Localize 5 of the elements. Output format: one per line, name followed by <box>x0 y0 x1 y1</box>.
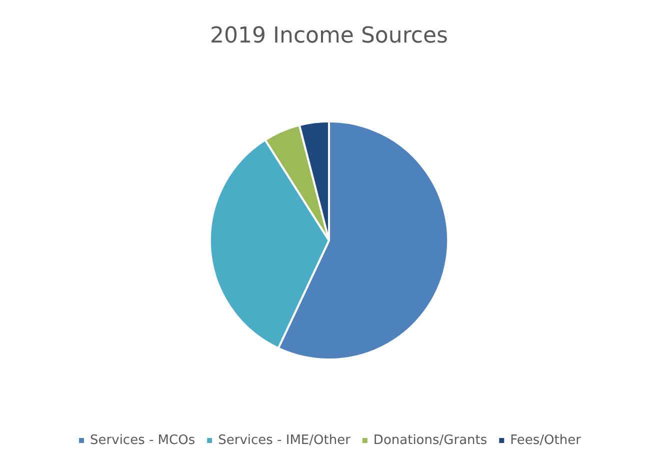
legend-label: Donations/Grants <box>373 433 488 448</box>
chart-title: 2019 Income Sources <box>210 24 448 48</box>
legend-label: Services - MCOs <box>90 433 196 448</box>
legend-label: Fees/Other <box>510 433 582 448</box>
legend-label: Services - IME/Other <box>218 433 352 448</box>
